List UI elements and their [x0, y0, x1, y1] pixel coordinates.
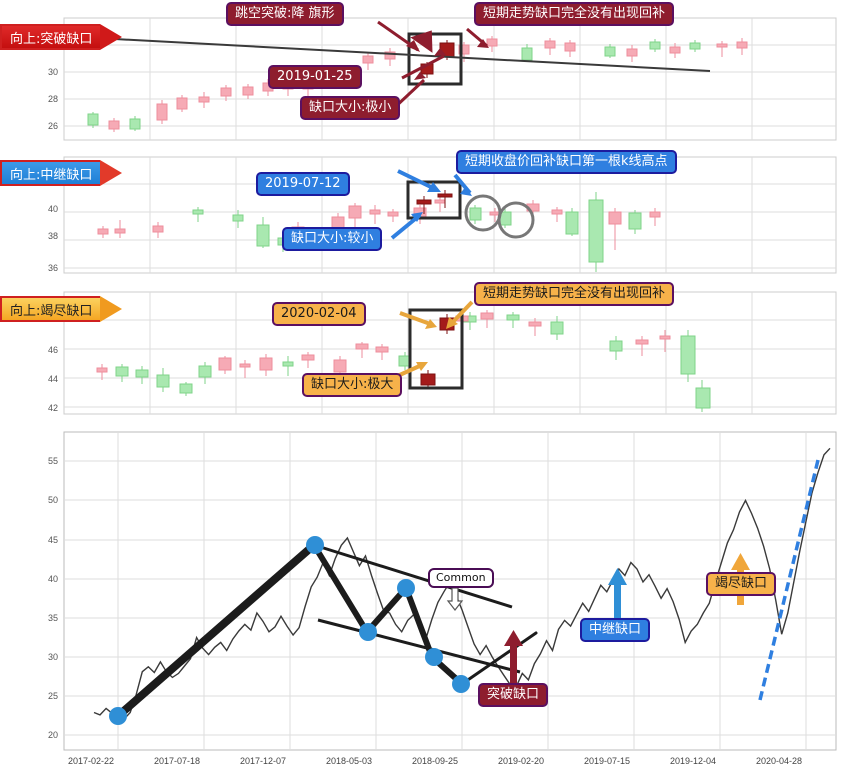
- banner-continuation-gap-head: [100, 160, 123, 186]
- main-ytick-55: 55: [48, 456, 58, 466]
- annotation-common: Common: [428, 568, 494, 588]
- panel2-gap-candles: [416, 190, 453, 214]
- panel3-candles: [96, 308, 711, 412]
- main-ytick-25: 25: [48, 691, 58, 701]
- callout-breakaway-pattern: 跳空突破:降 旗形: [226, 2, 344, 26]
- breakaway-arrow: [504, 630, 523, 684]
- annotation-continuation-gap: 中继缺口: [580, 618, 651, 642]
- main-ytick-30: 30: [48, 652, 58, 662]
- callout-exhaustion-nofill: 短期走势缺口完全没有出现回补: [474, 282, 675, 306]
- panel1-grid: 32 30 28 26: [48, 17, 837, 141]
- main-ytick-40: 40: [48, 574, 58, 584]
- annotation-exhaustion-gap: 竭尽缺口: [706, 572, 777, 596]
- banner-breakaway-gap: 向上:突破缺口: [0, 24, 123, 50]
- banner-continuation-gap-label: 向上:中继缺口: [0, 160, 101, 186]
- main-ytick-50: 50: [48, 495, 58, 505]
- callout-exhaustion-size: 缺口大小:极大: [302, 373, 403, 397]
- panel2-gap-box: [406, 180, 462, 220]
- common-pointer-arrow: [446, 587, 464, 611]
- banner-exhaustion-gap: 向上:竭尽缺口: [0, 296, 123, 322]
- banner-breakaway-gap-head: [100, 24, 123, 50]
- panel2-ytick-36: 36: [48, 263, 58, 273]
- callout-continuation-fill: 短期收盘价回补缺口第一根k线高点: [456, 150, 677, 174]
- panel3-ytick-42: 42: [48, 403, 58, 413]
- callout-continuation-date: 2019-07-12: [256, 172, 350, 196]
- panel1-arrowheads: [406, 39, 489, 80]
- panel2-ytick-40: 40: [48, 204, 58, 214]
- callout-continuation-size: 缺口大小:较小: [282, 227, 383, 251]
- annotation-breakaway-gap: 突破缺口: [478, 683, 549, 707]
- panel3-ytick-44: 44: [48, 374, 58, 384]
- banner-exhaustion-gap-head: [100, 296, 123, 322]
- main-ytick-20: 20: [48, 730, 58, 740]
- main-xtick-8: 2020-04-28: [756, 756, 802, 766]
- panel1-ytick-26: 26: [48, 121, 58, 131]
- callout-breakaway-size: 缺口大小:极小: [300, 96, 401, 120]
- panel2-grid: 40 38 36: [48, 156, 837, 274]
- callout-exhaustion-date: 2020-02-04: [272, 302, 366, 326]
- main-xtick-7: 2019-12-04: [670, 756, 716, 766]
- callout-breakaway-nofill: 短期走势缺口完全没有出现回补: [474, 2, 675, 26]
- main-xtick-1: 2017-07-18: [154, 756, 200, 766]
- main-xticks: 2017-02-22 2017-07-18 2017-12-07 2018-05…: [68, 756, 802, 766]
- panel1-ytick-30: 30: [48, 67, 58, 77]
- panel1-trendline: [114, 38, 711, 72]
- panel1-candles: [87, 32, 748, 132]
- continuation-arrow: [608, 568, 627, 622]
- main-xtick-5: 2019-02-20: [498, 756, 544, 766]
- main-price-series: [93, 447, 831, 720]
- panel3-ytick-46: 46: [48, 345, 58, 355]
- banner-exhaustion-gap-label: 向上:竭尽缺口: [0, 296, 101, 322]
- panel3-gap-box: [408, 308, 464, 390]
- panel2-ytick-38: 38: [48, 231, 58, 241]
- main-pivot-markers: [109, 536, 470, 725]
- banner-continuation-gap: 向上:中继缺口: [0, 160, 123, 186]
- banner-breakaway-gap-label: 向上:突破缺口: [0, 24, 101, 50]
- main-xtick-6: 2019-07-15: [584, 756, 630, 766]
- main-ytick-35: 35: [48, 613, 58, 623]
- main-ytick-45: 45: [48, 535, 58, 545]
- panel1-ytick-28: 28: [48, 94, 58, 104]
- panel3-pointer-arrows: [392, 300, 474, 380]
- main-xtick-4: 2018-09-25: [412, 756, 458, 766]
- main-trendlines: [114, 459, 820, 720]
- panel2-marker-circle-2: [497, 201, 535, 239]
- panel2-pointer-arrows: [390, 169, 472, 240]
- panel1-gap-box: [407, 32, 463, 86]
- main-xtick-2: 2017-12-07: [240, 756, 286, 766]
- callout-breakaway-date: 2019-01-25: [268, 65, 362, 89]
- main-xtick-0: 2017-02-22: [68, 756, 114, 766]
- main-xtick-3: 2018-05-03: [326, 756, 372, 766]
